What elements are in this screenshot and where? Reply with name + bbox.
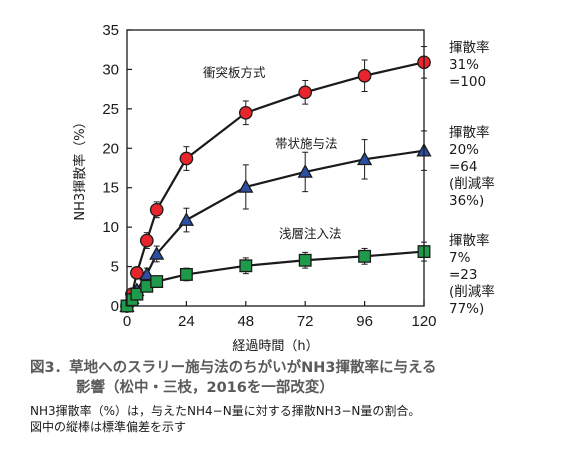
series-line [126,149,425,307]
x-tick-label: 24 [178,313,195,330]
data-point [130,266,144,280]
side-note-line: =100 [449,74,486,90]
side-note-line: 77%) [449,301,484,317]
data-point [239,259,253,273]
side-note-line: (削減率 [449,175,495,192]
data-point [298,253,312,267]
data-point [238,105,253,120]
data-point [150,275,164,289]
side-note-line: =64 [449,159,478,175]
caption-note-line2: 図中の縦棒は標準偏差を示す [30,420,187,434]
x-axis-ticks: 0 24 48 72 96 120 [123,301,437,330]
side-note-line: 20% [449,142,479,158]
y-axis-ticks: 0 5 10 15 20 25 30 35 [102,22,132,315]
x-axis-label: 経過時間（h） [232,339,318,354]
data-point [238,179,254,193]
y-axis-label: NH3揮散率（%） [72,115,88,220]
side-note-line: (削減率 [449,283,495,300]
side-note-line: 31% [449,57,479,73]
series-layer [119,46,432,313]
y-tick-label: 0 [111,298,119,315]
data-point [149,246,165,260]
side-notes: 揮散率31%=100揮散率20%=64(削減率36%)揮散率7%=23(削減率7… [449,39,495,317]
data-point [149,202,164,217]
figure-caption-title: 図3．草地へのスラリー施与法のちがいがNH3揮散率に与える 影響（松中・三枝，2… [30,358,570,398]
x-tick-label: 120 [411,313,436,330]
side-note-line: =23 [449,267,478,283]
series-2 [120,241,431,313]
series-label-shallow-injection: 浅層注入法 [279,226,342,241]
data-point [358,249,372,263]
side-note-line: 揮散率 [449,232,490,249]
data-point [139,233,154,248]
data-point [130,287,144,301]
x-tick-label: 0 [123,313,131,330]
chart: 0 5 10 15 20 25 30 35 0 24 48 72 96 120 NH3揮散率（%） 経過… [72,22,495,354]
series-line [125,61,425,307]
x-tick-label: 72 [297,313,314,330]
y-tick-label: 25 [102,101,119,118]
x-tick-label: 48 [237,313,254,330]
data-point [297,164,313,178]
data-point [178,212,195,226]
side-note-line: 揮散率 [449,39,490,56]
caption-title-line2: 影響（松中・三枝，2016を一部改変） [76,380,334,396]
series-label-collision-plate: 衝突板方式 [203,65,266,80]
series-line [126,250,425,307]
data-point [179,268,193,281]
caption-title-line1: 図3．草地へのスラリー施与法のちがいがNH3揮散率に与える [30,360,437,376]
plot-frame [126,29,425,307]
side-note-line: 36%) [449,193,484,209]
y-tick-label: 20 [102,140,119,157]
y-tick-label: 35 [102,22,119,39]
y-tick-label: 10 [102,219,119,236]
y-tick-label: 5 [111,259,119,276]
data-point [179,151,194,166]
side-note-line: 7% [449,250,471,266]
series-label-band-application: 帯状施与法 [275,136,338,151]
data-point [356,151,373,166]
side-note-line: 揮散率 [449,124,490,141]
data-point [298,85,313,100]
series-0 [120,46,431,313]
data-point [357,68,372,83]
series-1 [119,130,432,312]
y-tick-label: 15 [102,180,119,197]
figure-caption-note: NH3揮散率（%）は，与えたNH4−N量に対する揮散NH3−N量の割合。 図中の… [30,403,570,435]
x-tick-label: 96 [356,313,373,330]
data-point [139,266,155,281]
caption-note-line1: NH3揮散率（%）は，与えたNH4−N量に対する揮散NH3−N量の割合。 [30,404,421,418]
y-tick-label: 30 [102,61,119,78]
